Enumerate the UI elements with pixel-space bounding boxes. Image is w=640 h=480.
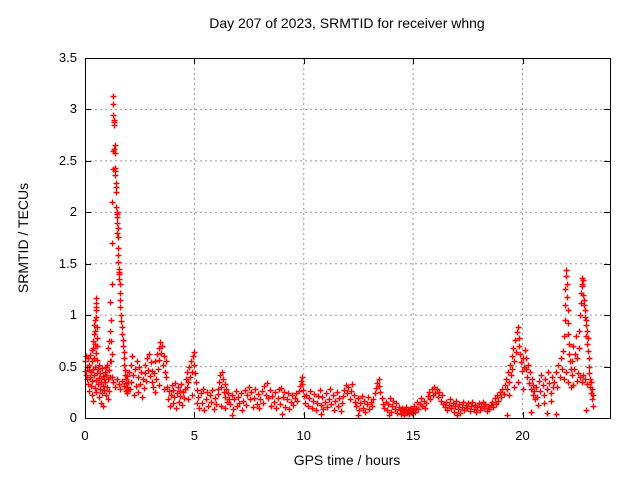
- y-tick-label: 1.5: [58, 255, 77, 271]
- x-tick-label: 15: [405, 428, 421, 443]
- x-axis-label: GPS time / hours: [293, 452, 401, 468]
- y-tick-label: 1: [69, 307, 77, 323]
- plot-border: [85, 58, 611, 419]
- y-tick-label: 0: [69, 410, 77, 425]
- y-tick-label: 2: [69, 204, 77, 220]
- x-tick-label: 20: [515, 428, 530, 443]
- y-tick-label: 0.5: [58, 358, 77, 374]
- data-points: [82, 93, 597, 419]
- y-tick-label: 3.5: [58, 50, 77, 65]
- x-tick-label: 0: [81, 428, 89, 443]
- chart-title: Day 207 of 2023, SRMTID for receiver whn…: [209, 15, 485, 31]
- y-tick-label: 3: [69, 101, 77, 117]
- x-tick-label: 5: [190, 428, 198, 443]
- x-tick-label: 10: [296, 428, 311, 443]
- y-tick-label: 2.5: [58, 152, 77, 168]
